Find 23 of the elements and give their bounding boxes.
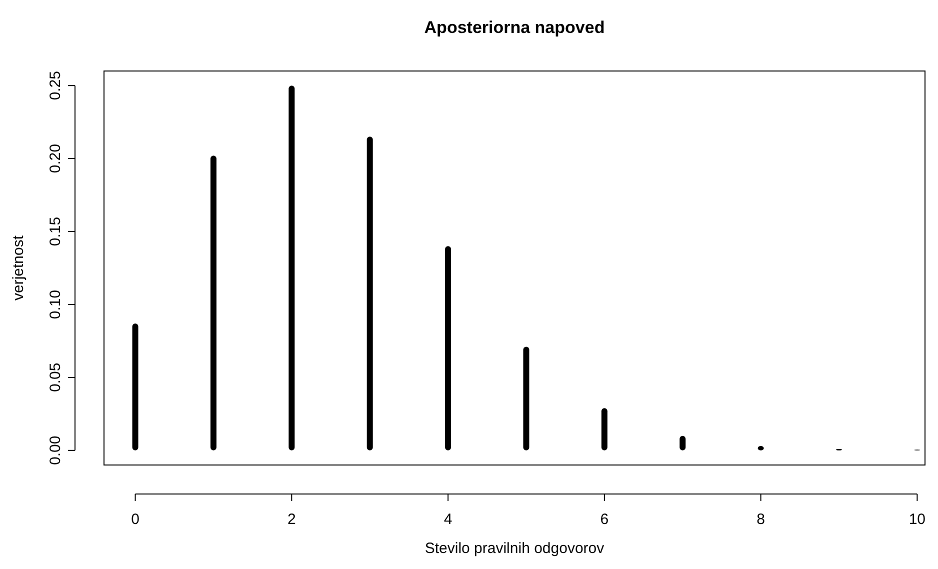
bar xyxy=(210,156,216,450)
bar xyxy=(601,408,608,450)
x-tick-label: 2 xyxy=(287,511,296,528)
x-tick-label: 0 xyxy=(131,511,140,528)
x-tick-label: 8 xyxy=(756,511,765,528)
chart-title: Aposteriorna napoved xyxy=(424,18,605,37)
bar xyxy=(523,346,530,450)
y-tick-label: 0.00 xyxy=(47,436,64,466)
y-tick-label: 0.15 xyxy=(47,216,64,246)
x-tick-label: 6 xyxy=(600,511,609,528)
y-tick-label: 0.20 xyxy=(47,144,64,174)
bar xyxy=(288,86,295,450)
bar xyxy=(445,246,452,450)
bar xyxy=(366,136,373,450)
bar xyxy=(680,436,686,450)
y-tick-label: 0.25 xyxy=(47,70,64,100)
y-tick-label: 0.05 xyxy=(47,362,64,392)
x-axis-title: Stevilo pravilnih odgovorov xyxy=(424,540,605,557)
y-tick-label: 0.10 xyxy=(47,290,64,320)
x-tick-label: 4 xyxy=(444,511,452,528)
y-axis-title: verjetnost xyxy=(10,234,27,301)
bar xyxy=(132,323,138,450)
x-tick-label: 10 xyxy=(908,511,926,528)
